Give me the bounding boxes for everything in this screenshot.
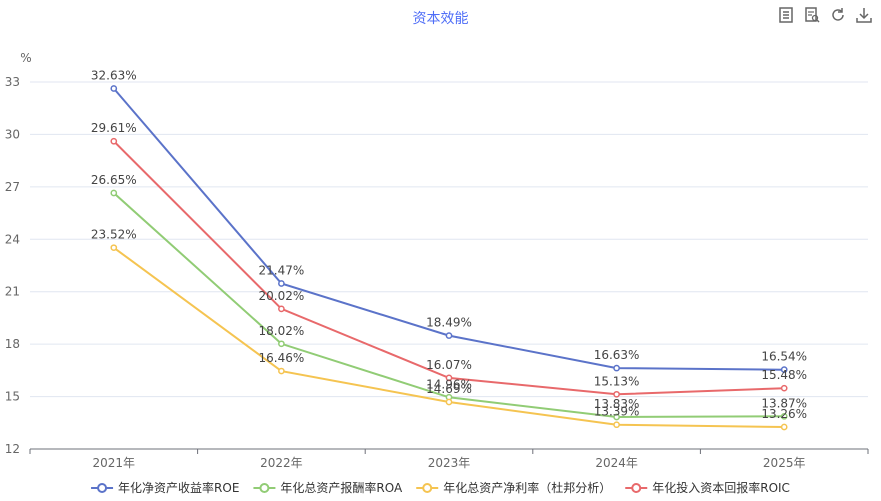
x-tick-label: 2025年 — [763, 456, 806, 470]
data-point — [110, 189, 118, 197]
y-tick-label: 30 — [5, 127, 20, 141]
data-point — [278, 367, 285, 375]
data-label: 14.96% — [426, 377, 472, 391]
data-point — [278, 305, 285, 313]
data-label: 21.47% — [259, 264, 305, 278]
series-0 — [110, 85, 788, 374]
data-label: 16.54% — [761, 350, 807, 364]
y-tick-label: 21 — [5, 285, 20, 299]
series-layer — [110, 85, 788, 431]
data-point — [445, 398, 453, 406]
legend-label: 年化投入资本回报率ROIC — [652, 480, 790, 495]
data-point — [278, 340, 285, 348]
y-tick-label: 18 — [5, 337, 20, 351]
series-2 — [110, 244, 788, 431]
legend: 年化净资产收益率ROE 年化总资产报酬率ROA 年化总资产净利率（杜邦分析） 年化投入… — [91, 480, 790, 495]
data-point — [613, 421, 620, 429]
data-view-icon[interactable] — [777, 6, 795, 24]
data-point — [110, 137, 118, 145]
data-point — [780, 366, 788, 374]
x-tick-label: 2024年 — [595, 456, 638, 470]
data-label: 16.07% — [426, 358, 472, 372]
y-tick-label: 27 — [5, 180, 20, 194]
data-label: 23.52% — [91, 228, 137, 242]
data-label: 26.65% — [91, 173, 137, 187]
data-label: 20.02% — [259, 289, 305, 303]
data-label: 15.48% — [761, 368, 807, 382]
data-label: 15.13% — [594, 374, 640, 388]
legend-label: 年化净资产收益率ROE — [118, 480, 239, 495]
x-tick-label: 2022年 — [260, 456, 303, 470]
data-point — [780, 384, 788, 392]
data-point — [278, 280, 285, 287]
data-label: 13.87% — [761, 396, 807, 410]
y-tick-label: 15 — [5, 390, 20, 404]
data-point — [613, 413, 620, 421]
legend-marker — [259, 483, 270, 493]
legend-item-1[interactable]: 年化总资产报酬率ROA — [253, 480, 403, 495]
y-tick-label: 33 — [5, 75, 20, 89]
data-point — [110, 244, 118, 252]
restore-view-icon[interactable] — [803, 6, 821, 24]
data-label: 16.46% — [259, 351, 305, 365]
legend-marker — [422, 483, 433, 493]
data-label: 32.63% — [91, 68, 137, 82]
data-point — [613, 390, 620, 398]
legend-marker — [631, 483, 642, 493]
data-point — [613, 364, 620, 372]
data-label: 18.49% — [426, 316, 472, 330]
x-tick-label: 2023年 — [428, 456, 471, 470]
data-label: 29.61% — [91, 121, 137, 135]
legend-item-0[interactable]: 年化净资产收益率ROE — [91, 480, 239, 495]
axis-layer: % 12 15 18 21 24 27 30 33 2021年 2022年 2023年 2024年 202… — [5, 51, 869, 470]
legend-item-2[interactable]: 年化总资产净利率（杜邦分析） — [416, 480, 611, 495]
y-tick-label: 24 — [5, 232, 20, 246]
download-icon[interactable] — [855, 6, 873, 24]
data-point — [780, 412, 788, 420]
chart-title: 资本效能 — [412, 11, 469, 27]
data-label: 13.26% — [761, 407, 807, 421]
data-point — [445, 332, 453, 339]
label-layer: 32.63% 21.47% 18.49% 16.63% 16.54% 26.65% 18.0… — [91, 68, 807, 421]
legend-marker — [97, 483, 108, 493]
data-point — [110, 85, 118, 92]
series-1 — [110, 189, 788, 421]
data-label: 13.83% — [594, 397, 640, 411]
series-3 — [110, 137, 788, 398]
data-point — [780, 423, 788, 431]
y-axis-unit: % — [20, 51, 31, 65]
data-point — [445, 374, 453, 382]
data-label: 13.39% — [594, 405, 640, 419]
x-tick-label: 2021年 — [93, 456, 136, 470]
data-label: 14.69% — [426, 382, 472, 396]
series-line — [113, 140, 785, 396]
data-label: 18.02% — [259, 324, 305, 338]
refresh-icon[interactable] — [829, 6, 847, 24]
chart-toolbox — [777, 6, 873, 24]
data-label: 16.63% — [594, 348, 640, 362]
legend-item-3[interactable]: 年化投入资本回报率ROIC — [625, 480, 790, 495]
legend-label: 年化总资产报酬率ROA — [280, 480, 403, 495]
y-tick-label: 12 — [5, 442, 20, 456]
legend-label: 年化总资产净利率（杜邦分析） — [443, 480, 611, 495]
